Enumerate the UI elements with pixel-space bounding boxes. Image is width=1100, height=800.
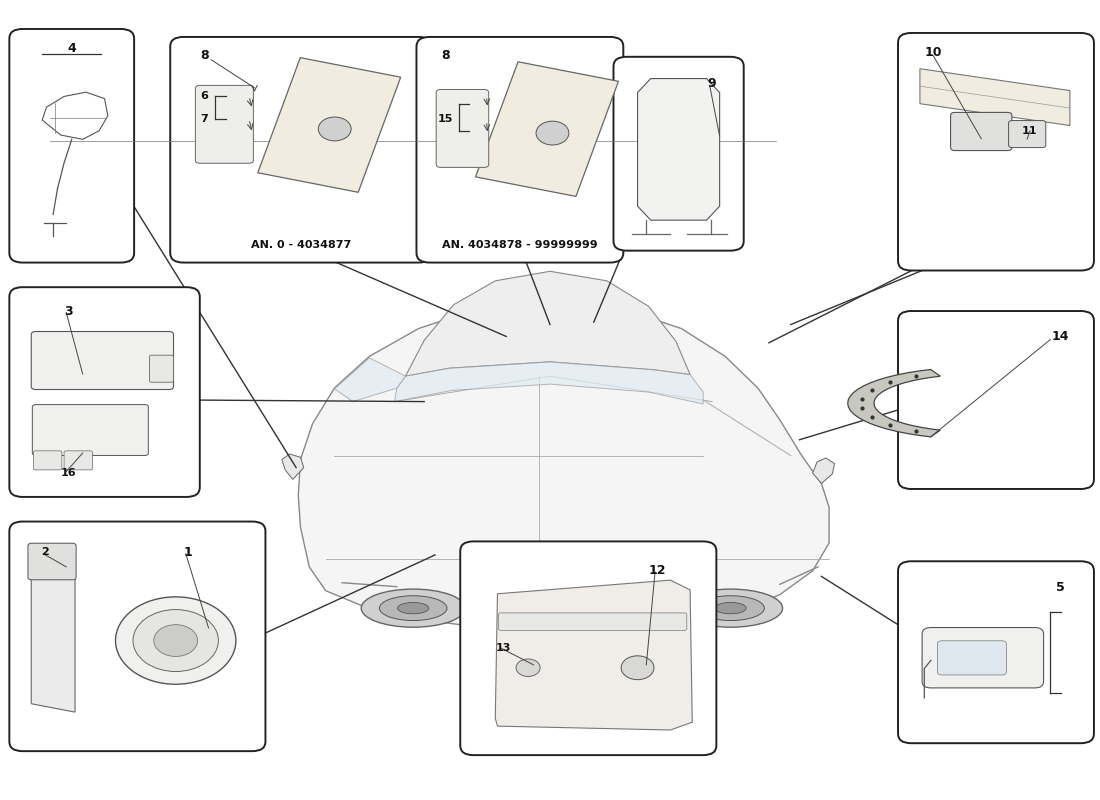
Text: 4: 4 (67, 42, 76, 54)
FancyBboxPatch shape (950, 113, 1012, 150)
Polygon shape (848, 370, 940, 437)
FancyBboxPatch shape (150, 355, 174, 382)
Ellipse shape (154, 625, 198, 657)
FancyBboxPatch shape (64, 451, 92, 470)
FancyBboxPatch shape (31, 331, 174, 390)
Ellipse shape (516, 659, 540, 677)
Polygon shape (495, 580, 692, 730)
FancyBboxPatch shape (32, 405, 148, 455)
Ellipse shape (715, 602, 746, 614)
Ellipse shape (621, 656, 654, 680)
FancyBboxPatch shape (417, 37, 624, 262)
Polygon shape (475, 62, 618, 197)
FancyBboxPatch shape (498, 613, 686, 630)
Text: 1: 1 (184, 546, 192, 558)
Text: eurospar: eurospar (528, 428, 780, 476)
Ellipse shape (696, 596, 764, 621)
FancyBboxPatch shape (898, 562, 1093, 743)
Text: 13: 13 (496, 643, 512, 654)
FancyBboxPatch shape (9, 29, 134, 262)
Text: 12: 12 (649, 564, 666, 577)
Ellipse shape (116, 597, 235, 684)
Text: 6: 6 (200, 91, 209, 101)
Text: 11: 11 (1022, 126, 1037, 136)
FancyBboxPatch shape (28, 543, 76, 580)
FancyBboxPatch shape (33, 451, 62, 470)
FancyBboxPatch shape (898, 33, 1093, 270)
Text: AN. 0 - 4034877: AN. 0 - 4034877 (251, 240, 351, 250)
Text: 7: 7 (200, 114, 208, 124)
Text: 2: 2 (42, 547, 50, 557)
FancyBboxPatch shape (196, 86, 253, 163)
Text: 15: 15 (438, 114, 453, 124)
FancyBboxPatch shape (1009, 121, 1046, 147)
Ellipse shape (679, 589, 782, 627)
Ellipse shape (133, 610, 219, 671)
Polygon shape (334, 358, 406, 402)
FancyBboxPatch shape (9, 287, 200, 497)
FancyBboxPatch shape (898, 311, 1093, 489)
Text: 3: 3 (64, 305, 73, 318)
FancyBboxPatch shape (614, 57, 744, 250)
Polygon shape (406, 271, 690, 376)
FancyBboxPatch shape (460, 542, 716, 755)
Ellipse shape (379, 596, 447, 621)
Polygon shape (298, 301, 829, 630)
Polygon shape (920, 69, 1070, 126)
Ellipse shape (397, 602, 429, 614)
Polygon shape (638, 78, 719, 220)
Text: 14: 14 (1052, 330, 1069, 343)
Text: 9: 9 (707, 78, 716, 90)
Polygon shape (257, 58, 400, 192)
FancyBboxPatch shape (937, 641, 1006, 675)
FancyBboxPatch shape (437, 90, 488, 167)
Text: 8: 8 (441, 50, 450, 62)
Text: 16: 16 (60, 468, 76, 478)
Polygon shape (395, 362, 703, 404)
Polygon shape (813, 458, 835, 483)
Ellipse shape (318, 117, 351, 141)
FancyBboxPatch shape (170, 37, 432, 262)
Polygon shape (282, 454, 304, 479)
Polygon shape (31, 569, 75, 712)
FancyBboxPatch shape (9, 522, 265, 751)
Text: AN. 4034878 - 99999999: AN. 4034878 - 99999999 (442, 240, 597, 250)
FancyBboxPatch shape (922, 627, 1044, 688)
Ellipse shape (361, 589, 465, 627)
Text: 5: 5 (1056, 581, 1065, 594)
Text: a passion for parts since 1984: a passion for parts since 1984 (518, 558, 790, 576)
Text: 10: 10 (924, 46, 942, 59)
Text: 8: 8 (200, 50, 209, 62)
Ellipse shape (536, 121, 569, 145)
